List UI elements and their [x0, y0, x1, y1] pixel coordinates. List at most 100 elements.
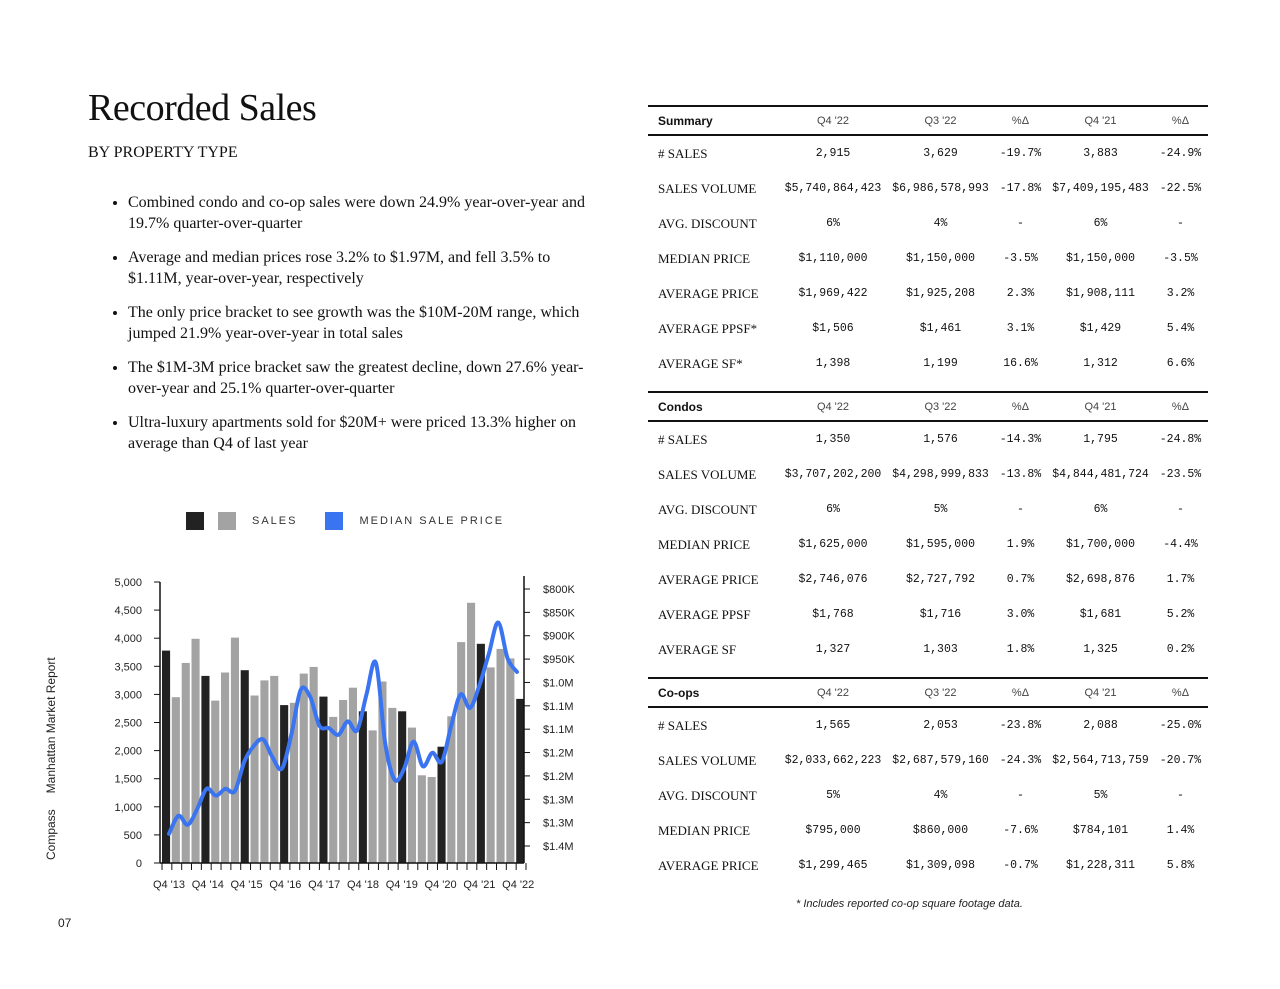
x-tick-label: Q4 '15	[231, 879, 263, 891]
column-header: Q3 '22	[888, 677, 993, 708]
legend-swatch-line	[325, 512, 344, 530]
row-label: AVG. DISCOUNT	[658, 787, 757, 803]
summary-table: Summary Q4 '22 Q3 '22 %Δ Q4 '21 %Δ # SALES 2,91…	[648, 105, 1208, 381]
column-header: Q4 '21	[1048, 105, 1153, 136]
table-row: SALES VOLUME $2,033,662,223 $2,687,579,160…	[648, 743, 1208, 778]
column-header: %Δ	[993, 391, 1048, 422]
table-row: AVERAGE PRICE $1,299,465 $1,309,098 -0.7% $1…	[648, 848, 1208, 883]
y-tick-label-left: 2,000	[114, 746, 142, 758]
table-cell: 3.0%	[1006, 608, 1035, 621]
table-cell: 2,915	[815, 147, 851, 160]
table-cell: 1,325	[1083, 643, 1118, 656]
column-header: Q4 '21	[1048, 677, 1153, 708]
table-cell: $1,908,111	[1065, 287, 1135, 300]
table-cell: 1.9%	[1006, 538, 1035, 551]
table-cell: 16.6%	[1003, 357, 1038, 370]
table-cell: 6%	[826, 217, 840, 230]
sales-bar	[339, 700, 348, 863]
table-cell: 4%	[933, 217, 948, 230]
table-cell: -13.8%	[999, 468, 1042, 481]
table-cell: 1,327	[815, 643, 851, 656]
y-tick-label-right: $1.3M	[543, 794, 574, 806]
legend-label-sales: SALES	[252, 515, 298, 527]
table-row: MEDIAN PRICE $1,625,000 $1,595,000 1.9% $1,7…	[648, 527, 1208, 562]
table-cell: 5%	[826, 789, 840, 802]
column-header: Q4 '22	[778, 105, 888, 136]
row-label: AVG. DISCOUNT	[658, 215, 757, 231]
sales-bar	[221, 672, 230, 863]
table-cell: $1,299,465	[798, 859, 868, 872]
table-cell: 1,312	[1083, 357, 1118, 370]
sales-bar	[260, 680, 269, 863]
table-cell: 1.4%	[1166, 824, 1195, 837]
column-header: Q4 '22	[778, 391, 888, 422]
table-cell: 4%	[933, 789, 948, 802]
row-label: AVERAGE PRICE	[658, 571, 759, 587]
table-cell: -14.3%	[999, 433, 1042, 446]
table-cell: -4.4%	[1163, 538, 1198, 551]
table-cell: 3.1%	[1006, 322, 1035, 335]
y-tick-label-left: 4,500	[114, 605, 142, 617]
table-row: AVERAGE PRICE $2,746,076 $2,727,792 0.7% $2,…	[648, 562, 1208, 597]
table-cell: $4,844,481,724	[1052, 468, 1149, 481]
column-header: %Δ	[993, 105, 1048, 136]
bullet-item: Combined condo and co-op sales were down…	[128, 192, 598, 234]
page-subtitle: BY PROPERTY TYPE	[88, 144, 238, 161]
sales-bar	[486, 667, 495, 863]
legend-label-median: MEDIAN SALE PRICE	[359, 515, 505, 527]
table-cell: $1,716	[919, 608, 962, 621]
table-row: AVG. DISCOUNT 5% 4% - 5% -	[648, 778, 1208, 813]
table-cell: -	[1017, 503, 1024, 516]
table-cell: 5.4%	[1166, 322, 1195, 335]
column-header: %Δ	[1153, 391, 1208, 422]
sales-bar	[417, 775, 426, 863]
table-cell: 6%	[1093, 503, 1108, 516]
sales-bar	[467, 602, 476, 863]
table-cell: $860,000	[912, 824, 969, 837]
table-cell: -24.9%	[1159, 147, 1202, 160]
table-row: SALES VOLUME $3,707,202,200 $4,298,999,833…	[648, 457, 1208, 492]
table-cell: 5%	[1093, 789, 1108, 802]
sales-bar	[309, 666, 318, 863]
column-header: Q4 '22	[778, 677, 888, 708]
sales-bar	[516, 698, 525, 863]
table-row: AVERAGE SF 1,327 1,303 1.8% 1,325 0.2%	[648, 632, 1208, 667]
page-title: Recorded Sales	[88, 87, 317, 129]
table-cell: $2,698,876	[1065, 573, 1135, 586]
sales-bar	[201, 675, 210, 863]
sales-bar	[162, 650, 171, 863]
sales-bar	[191, 638, 200, 863]
y-tick-label-right: $1.2M	[543, 771, 574, 783]
table-cell: $7,409,195,483	[1052, 182, 1149, 195]
y-tick-label-right: $900K	[543, 631, 575, 643]
y-tick-label-right: $800K	[543, 584, 575, 596]
row-label: AVERAGE PPSF*	[658, 320, 758, 336]
sales-bar	[378, 681, 387, 863]
table-cell: $1,150,000	[1065, 252, 1135, 265]
y-tick-label-left: 3,500	[114, 661, 142, 673]
legend-swatch-dark	[186, 512, 204, 530]
bullet-item: The $1M-3M price bracket saw the greates…	[128, 357, 598, 399]
table-header-row: Summary Q4 '22 Q3 '22 %Δ Q4 '21 %Δ	[648, 105, 1208, 136]
sales-bar	[270, 675, 279, 863]
footnote: * Includes reported co-op square footage…	[796, 898, 1023, 910]
table-row: AVERAGE PPSF* $1,506 $1,461 3.1% $1,429 5.4%	[648, 311, 1208, 346]
sales-bar	[496, 648, 505, 863]
sales-bar	[348, 687, 357, 863]
sales-bar	[230, 637, 239, 863]
table-cell: $6,986,578,993	[892, 182, 989, 195]
table-cell: $1,625,000	[798, 538, 868, 551]
y-tick-label-right: $1.1M	[543, 701, 574, 713]
table-cell: $1,110,000	[798, 252, 868, 265]
table-cell: -24.3%	[999, 754, 1042, 767]
table-row: MEDIAN PRICE $1,110,000 $1,150,000 -3.5% $1,…	[648, 241, 1208, 276]
y-tick-label-left: 3,000	[114, 689, 142, 701]
table-cell: -	[1177, 789, 1184, 802]
x-tick-label: Q4 '21	[463, 879, 495, 891]
table-cell: -22.5%	[1159, 182, 1202, 195]
column-header: %Δ	[1153, 105, 1208, 136]
x-tick-label: Q4 '16	[269, 879, 301, 891]
row-label: SALES VOLUME	[658, 466, 757, 482]
table-cell: 2.3%	[1006, 287, 1035, 300]
row-label: AVG. DISCOUNT	[658, 501, 757, 517]
